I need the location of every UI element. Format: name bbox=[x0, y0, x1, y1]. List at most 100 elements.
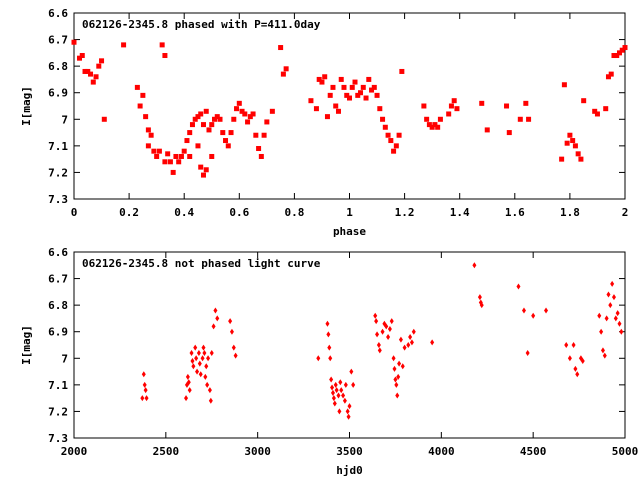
phased-data-point bbox=[424, 116, 430, 122]
unphased-data-point bbox=[233, 352, 238, 359]
phased-data-point bbox=[231, 116, 237, 122]
phased-data-point bbox=[603, 106, 609, 112]
unphased-data-point bbox=[204, 363, 209, 370]
unphased-data-point bbox=[395, 392, 400, 399]
unphased-data-point bbox=[525, 349, 530, 356]
unphased-data-point bbox=[342, 397, 347, 404]
phased-data-point bbox=[605, 74, 611, 80]
chart-title: 062126-2345.8 not phased light curve bbox=[82, 257, 321, 270]
phased-data-point bbox=[245, 119, 251, 125]
y-tick-label: 6.9 bbox=[48, 326, 68, 339]
phased-data-point bbox=[324, 114, 330, 120]
unphased-data-point bbox=[373, 312, 378, 319]
y-tick-label: 7 bbox=[61, 113, 68, 126]
y-tick-label: 6.6 bbox=[48, 246, 68, 259]
unphased-data-point bbox=[209, 349, 214, 356]
unphased-data-point bbox=[472, 262, 477, 269]
phased-data-point bbox=[352, 79, 358, 85]
unphased-data-point bbox=[144, 395, 149, 402]
unphased-data-point bbox=[329, 376, 334, 383]
y-tick-label: 7.1 bbox=[48, 140, 68, 153]
x-tick-label: 3500 bbox=[336, 445, 363, 458]
unphased-data-point bbox=[389, 318, 394, 325]
phased-data-point bbox=[223, 138, 229, 144]
y-tick-label: 6.8 bbox=[48, 60, 68, 73]
unphased-data-point bbox=[142, 381, 147, 388]
phased-data-point bbox=[575, 151, 581, 157]
phased-light-curve-panel: 6.6 6.7 6.8 6.9 7 7.1 7.2 7.30 0.2 0.4 0.6 0.8 1 1.2 1… bbox=[20, 7, 628, 238]
unphased-data-point bbox=[187, 387, 192, 394]
phased-data-point bbox=[200, 172, 206, 178]
phased-data-point bbox=[217, 116, 223, 122]
y-tick-label: 7.1 bbox=[48, 379, 68, 392]
y-tick-label: 6.9 bbox=[48, 87, 68, 100]
phased-data-point bbox=[316, 76, 322, 82]
phased-data-point bbox=[145, 127, 151, 133]
unphased-data-point bbox=[191, 363, 196, 370]
phased-data-point bbox=[391, 148, 397, 154]
phased-data-point bbox=[269, 108, 275, 114]
unphased-data-point bbox=[619, 328, 624, 335]
x-axis-label: phase bbox=[333, 225, 366, 238]
phased-data-point bbox=[228, 130, 234, 136]
phased-data-point bbox=[319, 79, 325, 85]
unphased-data-point bbox=[198, 371, 203, 378]
unphased-data-point bbox=[400, 363, 405, 370]
phased-data-point bbox=[173, 153, 179, 159]
unphased-data-point bbox=[328, 355, 333, 362]
phased-data-point bbox=[236, 100, 242, 106]
x-tick-label: 1.8 bbox=[560, 206, 580, 219]
phased-data-point bbox=[258, 153, 264, 159]
phased-data-point bbox=[592, 108, 598, 114]
phased-data-point bbox=[578, 156, 584, 162]
phased-data-point bbox=[454, 106, 460, 112]
unphased-data-point bbox=[567, 355, 572, 362]
unphased-data-point bbox=[229, 328, 234, 335]
unphased-data-point bbox=[610, 280, 615, 287]
phased-data-point bbox=[429, 124, 435, 130]
phased-data-point bbox=[385, 132, 391, 138]
phased-data-point bbox=[377, 106, 383, 112]
unphased-data-point bbox=[575, 371, 580, 378]
phased-data-point bbox=[85, 68, 91, 74]
phased-data-point bbox=[432, 122, 438, 128]
unphased-data-point bbox=[376, 342, 381, 348]
phased-data-point bbox=[479, 100, 485, 106]
y-tick-label: 7 bbox=[61, 352, 68, 365]
phased-data-point bbox=[220, 130, 226, 136]
unphased-data-point bbox=[386, 334, 391, 341]
x-tick-label: 2 bbox=[622, 206, 629, 219]
unphased-data-point bbox=[200, 355, 205, 362]
phased-data-point bbox=[250, 111, 256, 117]
unphased-data-point bbox=[608, 302, 613, 309]
phased-data-point bbox=[335, 108, 341, 114]
unphased-data-point bbox=[391, 355, 396, 362]
phased-data-point bbox=[347, 95, 352, 101]
phased-data-point bbox=[93, 74, 99, 80]
unphased-data-point bbox=[202, 349, 207, 356]
phased-data-point bbox=[382, 124, 388, 130]
phased-data-point bbox=[614, 53, 620, 59]
phased-data-point bbox=[239, 108, 245, 114]
phased-data-point bbox=[162, 159, 168, 165]
unphased-data-point bbox=[516, 283, 521, 290]
phased-data-point bbox=[170, 169, 176, 175]
phased-data-point bbox=[189, 122, 195, 128]
phased-data-point bbox=[200, 122, 206, 128]
phased-data-point bbox=[90, 79, 96, 85]
unphased-data-point bbox=[606, 291, 611, 298]
unphased-data-point bbox=[330, 384, 335, 391]
unphased-data-point bbox=[336, 392, 341, 399]
unphased-data-point bbox=[326, 331, 331, 338]
x-tick-label: 4000 bbox=[428, 445, 455, 458]
unphased-data-point bbox=[521, 307, 526, 314]
phased-data-point bbox=[280, 71, 286, 77]
y-tick-label: 7.3 bbox=[48, 432, 68, 445]
unphased-data-point bbox=[384, 323, 389, 330]
phased-data-point bbox=[203, 167, 209, 173]
y-tick-label: 6.7 bbox=[48, 273, 68, 286]
phased-data-point bbox=[198, 164, 204, 170]
unphased-data-point bbox=[228, 318, 233, 325]
unphased-data-point bbox=[206, 355, 211, 362]
